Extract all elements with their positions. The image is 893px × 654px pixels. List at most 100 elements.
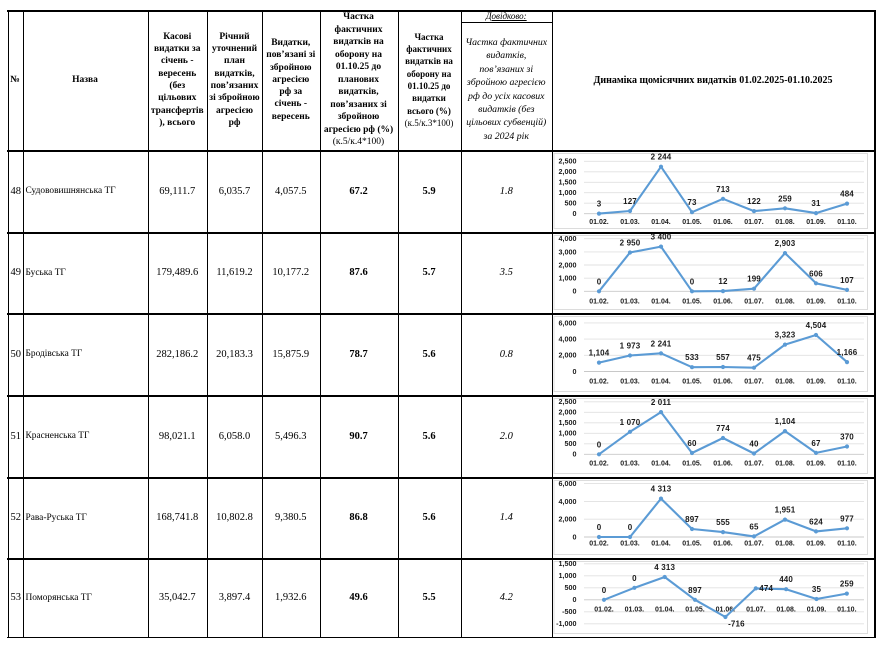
svg-text:1,000: 1,000 [559,429,577,438]
svg-text:2,903: 2,903 [775,239,796,248]
svg-text:01.08.: 01.08. [775,461,795,468]
svg-text:01.03.: 01.03. [620,461,640,468]
svg-text:01.08.: 01.08. [775,541,795,548]
svg-text:1,000: 1,000 [559,274,577,283]
svg-text:475: 475 [747,354,761,363]
svg-text:73: 73 [687,198,697,207]
svg-text:01.02.: 01.02. [594,607,614,614]
svg-text:35: 35 [812,585,822,594]
svg-text:0: 0 [597,277,602,286]
svg-text:1,000: 1,000 [559,188,577,197]
svg-text:4,000: 4,000 [559,497,577,506]
svg-text:01.02.: 01.02. [589,299,609,306]
svg-text:01.04.: 01.04. [651,379,671,386]
svg-text:01.10.: 01.10. [837,299,857,306]
svg-text:4,000: 4,000 [559,234,577,243]
svg-text:01.05.: 01.05. [682,299,702,306]
svg-text:1,166: 1,166 [837,348,858,357]
svg-text:1,500: 1,500 [559,178,577,187]
svg-text:01.10.: 01.10. [837,379,857,386]
svg-text:4,000: 4,000 [559,335,577,344]
svg-text:01.06.: 01.06. [716,607,736,614]
svg-text:01.07.: 01.07. [744,299,764,306]
svg-text:0: 0 [628,523,633,532]
svg-text:01.04.: 01.04. [651,541,671,548]
svg-text:774: 774 [716,424,730,433]
svg-text:2 950: 2 950 [620,239,641,248]
svg-text:01.07.: 01.07. [744,379,764,386]
svg-text:01.06.: 01.06. [713,541,733,548]
svg-text:1 973: 1 973 [620,342,641,351]
svg-text:606: 606 [809,269,823,278]
svg-text:1,104: 1,104 [775,417,796,426]
svg-text:01.03.: 01.03. [625,607,645,614]
svg-text:01.06.: 01.06. [713,461,733,468]
svg-text:1,000: 1,000 [559,571,577,580]
svg-text:01.08.: 01.08. [775,379,795,386]
svg-text:65: 65 [749,522,759,531]
svg-text:01.08.: 01.08. [776,607,796,614]
svg-text:440: 440 [779,575,793,584]
svg-text:0: 0 [573,367,577,376]
svg-text:4 313: 4 313 [654,563,675,572]
svg-text:107: 107 [840,276,854,285]
svg-text:0: 0 [597,523,602,532]
svg-text:01.08.: 01.08. [775,299,795,306]
svg-text:474: 474 [759,584,773,593]
svg-text:0: 0 [597,440,602,449]
svg-text:122: 122 [747,197,761,206]
svg-text:3: 3 [597,200,602,209]
svg-text:0: 0 [690,277,695,286]
svg-text:01.09.: 01.09. [806,219,826,226]
svg-text:01.08.: 01.08. [775,219,795,226]
svg-text:01.07.: 01.07. [746,607,766,614]
svg-text:259: 259 [840,580,854,589]
svg-text:4 313: 4 313 [651,485,672,494]
svg-text:370: 370 [840,433,854,442]
svg-text:1,500: 1,500 [559,559,577,568]
svg-text:1 070: 1 070 [620,418,641,427]
svg-text:1,104: 1,104 [589,349,610,358]
svg-text:01.04.: 01.04. [651,299,671,306]
svg-text:01.05.: 01.05. [685,607,705,614]
svg-text:2 011: 2 011 [651,398,672,407]
svg-text:67: 67 [811,439,821,448]
svg-text:01.05.: 01.05. [682,461,702,468]
svg-text:01.06.: 01.06. [713,299,733,306]
svg-text:01.07.: 01.07. [744,541,764,548]
svg-text:500: 500 [565,583,577,592]
svg-text:977: 977 [840,514,854,523]
svg-text:199: 199 [747,275,761,284]
svg-text:60: 60 [687,439,697,448]
svg-text:259: 259 [778,194,792,203]
svg-text:01.02.: 01.02. [589,541,609,548]
svg-text:2,500: 2,500 [559,397,577,406]
svg-text:624: 624 [809,517,823,526]
svg-text:01.04.: 01.04. [651,219,671,226]
svg-text:2,000: 2,000 [559,260,577,269]
svg-text:3,000: 3,000 [559,247,577,256]
svg-text:2,000: 2,000 [559,167,577,176]
svg-text:2 244: 2 244 [651,153,672,162]
svg-text:01.09.: 01.09. [806,379,826,386]
svg-text:3,323: 3,323 [775,331,796,340]
svg-text:01.07.: 01.07. [744,219,764,226]
svg-text:555: 555 [716,518,730,527]
svg-text:01.04.: 01.04. [651,461,671,468]
svg-text:3 400: 3 400 [651,233,672,242]
svg-text:0: 0 [573,209,577,218]
svg-text:01.06.: 01.06. [713,219,733,226]
svg-text:01.03.: 01.03. [620,379,640,386]
svg-text:500: 500 [565,439,577,448]
svg-text:01.06.: 01.06. [713,379,733,386]
svg-text:0: 0 [573,532,577,541]
svg-text:4,504: 4,504 [806,321,827,330]
svg-text:713: 713 [716,185,730,194]
svg-text:127: 127 [623,197,637,206]
svg-text:557: 557 [716,353,730,362]
svg-text:0: 0 [602,586,607,595]
svg-text:01.03.: 01.03. [620,541,640,548]
svg-text:01.10.: 01.10. [837,461,857,468]
svg-text:01.05.: 01.05. [682,219,702,226]
svg-text:31: 31 [811,199,821,208]
